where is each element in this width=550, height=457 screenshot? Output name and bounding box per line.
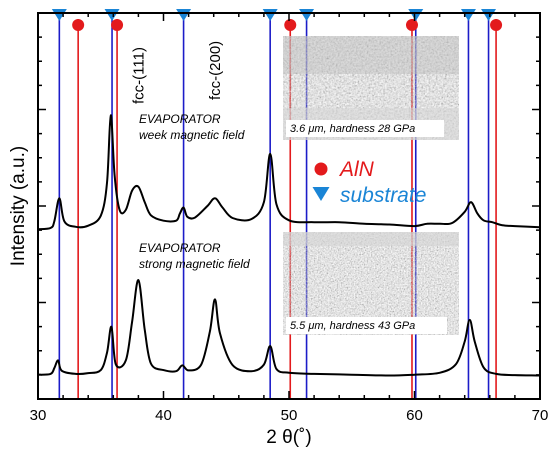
marker-aln-4 xyxy=(490,19,503,31)
x-tick-label-30: 30 xyxy=(30,407,47,424)
inset-bottom-coating xyxy=(283,232,459,246)
legend: AlN substrate xyxy=(312,158,426,207)
trace-label-week-line1: EVAPORATOR xyxy=(139,112,221,126)
inset-bottom: 5.5 μm, hardness 43 GPa xyxy=(283,232,459,335)
inset-top-caption-box xyxy=(286,120,444,137)
trace-label-week-line2: week magnetic field xyxy=(139,128,245,142)
legend-substrate-marker xyxy=(312,187,330,201)
peak-label-fcc-111: fcc-(111) xyxy=(130,47,147,104)
trace-label-strong-line1: EVAPORATOR xyxy=(139,241,221,255)
marker-substrate-4 xyxy=(299,9,315,21)
x-tick-label-60: 60 xyxy=(406,407,423,424)
x-axis-ticks: 30 40 50 60 70 xyxy=(30,13,549,424)
x-axis-title: 2 θ(˚) xyxy=(266,427,311,448)
marker-aln-1 xyxy=(111,19,124,31)
marker-substrate-6 xyxy=(460,9,476,21)
inset-top: 3.6 μm, hardness 28 GPa xyxy=(283,36,459,140)
marker-aln-3 xyxy=(405,19,418,31)
marker-substrate-3 xyxy=(262,9,278,21)
peak-label-fcc-200: fcc-(200) xyxy=(207,41,224,100)
x-tick-label-40: 40 xyxy=(155,407,172,424)
legend-aln-label: AlN xyxy=(338,158,375,181)
trace-label-strong-line2: strong magnetic field xyxy=(139,257,250,271)
x-tick-label-50: 50 xyxy=(281,407,298,424)
series-line-strong-field xyxy=(38,279,540,377)
legend-substrate-label: substrate xyxy=(340,184,426,207)
inset-top-coating xyxy=(283,36,459,74)
inset-top-caption: 3.6 μm, hardness 28 GPa xyxy=(290,123,415,135)
inset-bottom-caption-box xyxy=(286,317,447,334)
marker-aln-0 xyxy=(72,19,85,31)
legend-aln-marker xyxy=(314,162,328,176)
marker-substrate-0 xyxy=(51,9,67,21)
traces xyxy=(38,114,540,377)
marker-substrate-7 xyxy=(481,9,497,21)
y-axis-title: Intensity (a.u.) xyxy=(8,146,29,266)
marker-aln-2 xyxy=(284,19,297,31)
x-tick-label-70: 70 xyxy=(532,407,549,424)
inset-bottom-caption: 5.5 μm, hardness 43 GPa xyxy=(290,320,415,332)
series-line-week-field xyxy=(38,114,540,231)
y-axis-ticks xyxy=(38,12,540,400)
